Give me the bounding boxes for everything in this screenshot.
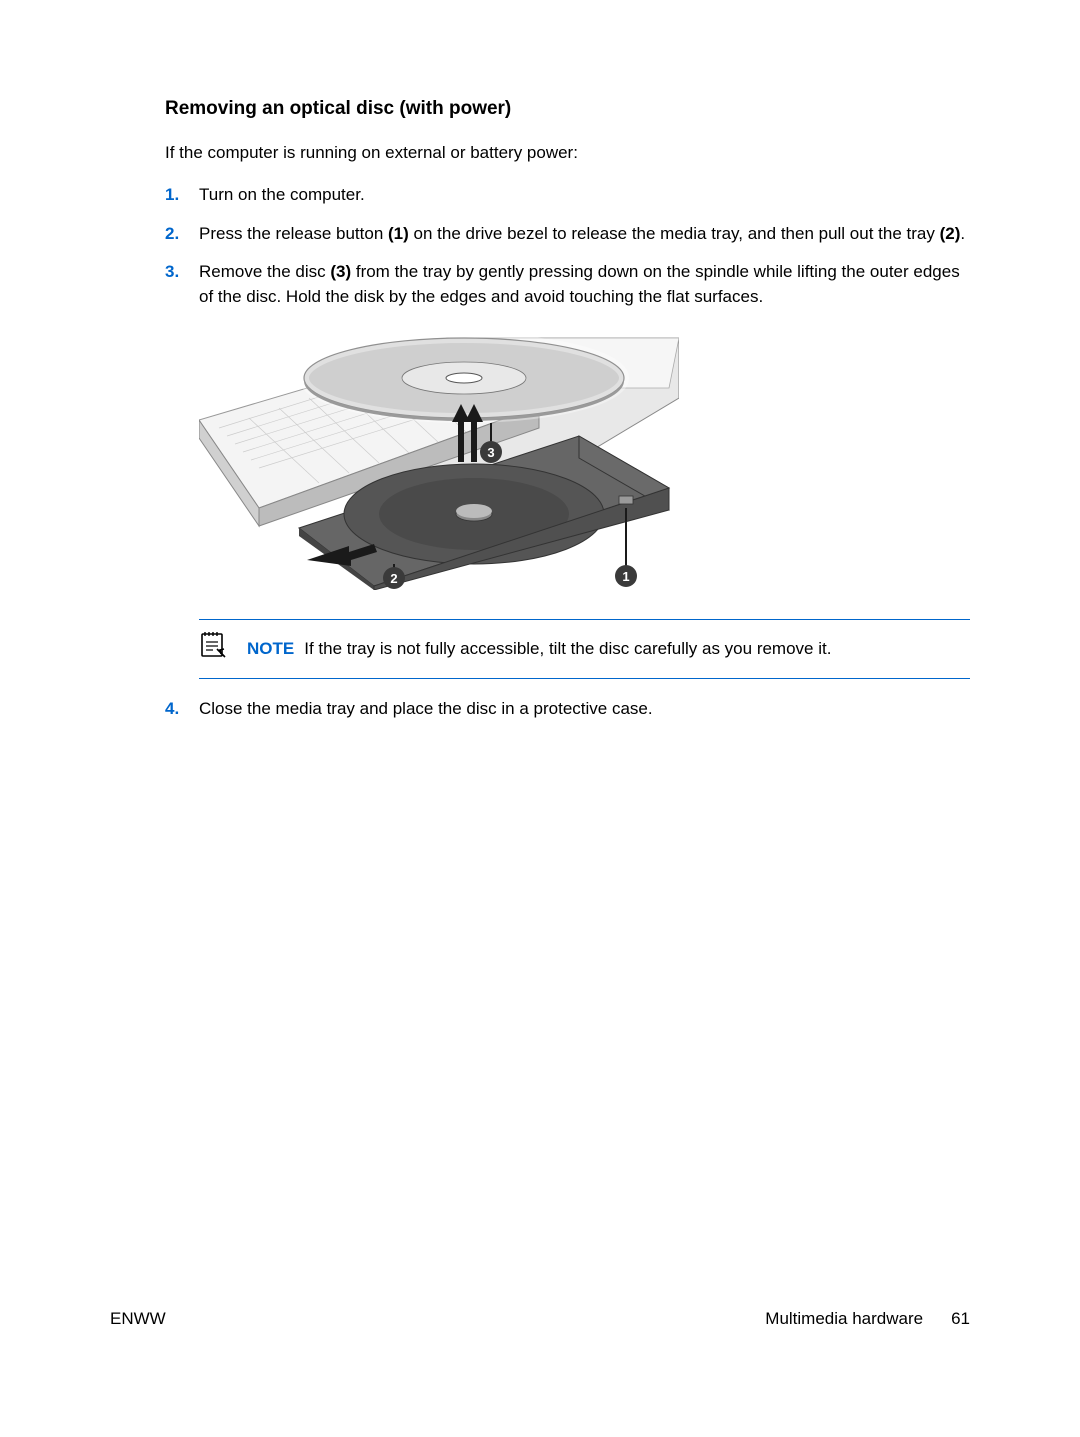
callout-ref: (2) xyxy=(940,224,961,243)
note-text: NOTE If the tray is not fully accessible,… xyxy=(247,637,831,662)
procedure-steps-continued: 4. Close the media tray and place the di… xyxy=(165,697,970,722)
text-run: Press the release button xyxy=(199,224,388,243)
footer-left: ENWW xyxy=(110,1307,166,1332)
step-number: 3. xyxy=(165,260,199,285)
note-block: NOTE If the tray is not fully accessible,… xyxy=(199,619,970,679)
note-icon xyxy=(199,630,229,668)
step-2: 2. Press the release button (1) on the d… xyxy=(165,222,970,247)
callout-ref: (1) xyxy=(388,224,409,243)
note-body: If the tray is not fully accessible, til… xyxy=(304,639,831,658)
callout-ref: (3) xyxy=(330,262,351,281)
step-number: 1. xyxy=(165,183,199,208)
page-heading: Removing an optical disc (with power) xyxy=(165,95,970,123)
intro-paragraph: If the computer is running on external o… xyxy=(165,141,970,166)
footer-page-number: 61 xyxy=(951,1307,970,1332)
footer-section: Multimedia hardware xyxy=(765,1307,923,1332)
svg-text:1: 1 xyxy=(622,569,629,584)
step-number: 2. xyxy=(165,222,199,247)
svg-text:2: 2 xyxy=(390,571,397,586)
text-run: . xyxy=(960,224,965,243)
text-run: on the drive bezel to release the media … xyxy=(409,224,940,243)
step-text: Close the media tray and place the disc … xyxy=(199,697,970,722)
page-footer: ENWW Multimedia hardware 61 xyxy=(110,1307,970,1332)
illustration-container: 3 2 1 xyxy=(199,328,970,598)
step-1: 1. Turn on the computer. xyxy=(165,183,970,208)
step-text: Remove the disc (3) from the tray by gen… xyxy=(199,260,970,309)
laptop-optical-drive-illustration: 3 2 1 xyxy=(199,328,679,590)
step-text: Press the release button (1) on the driv… xyxy=(199,222,970,247)
svg-text:3: 3 xyxy=(487,445,494,460)
step-4: 4. Close the media tray and place the di… xyxy=(165,697,970,722)
text-run: Remove the disc xyxy=(199,262,330,281)
note-label: NOTE xyxy=(247,639,294,658)
step-3: 3. Remove the disc (3) from the tray by … xyxy=(165,260,970,309)
step-text: Turn on the computer. xyxy=(199,183,970,208)
procedure-steps: 1. Turn on the computer. 2. Press the re… xyxy=(165,183,970,310)
note-rule-bottom xyxy=(199,678,970,679)
step-number: 4. xyxy=(165,697,199,722)
